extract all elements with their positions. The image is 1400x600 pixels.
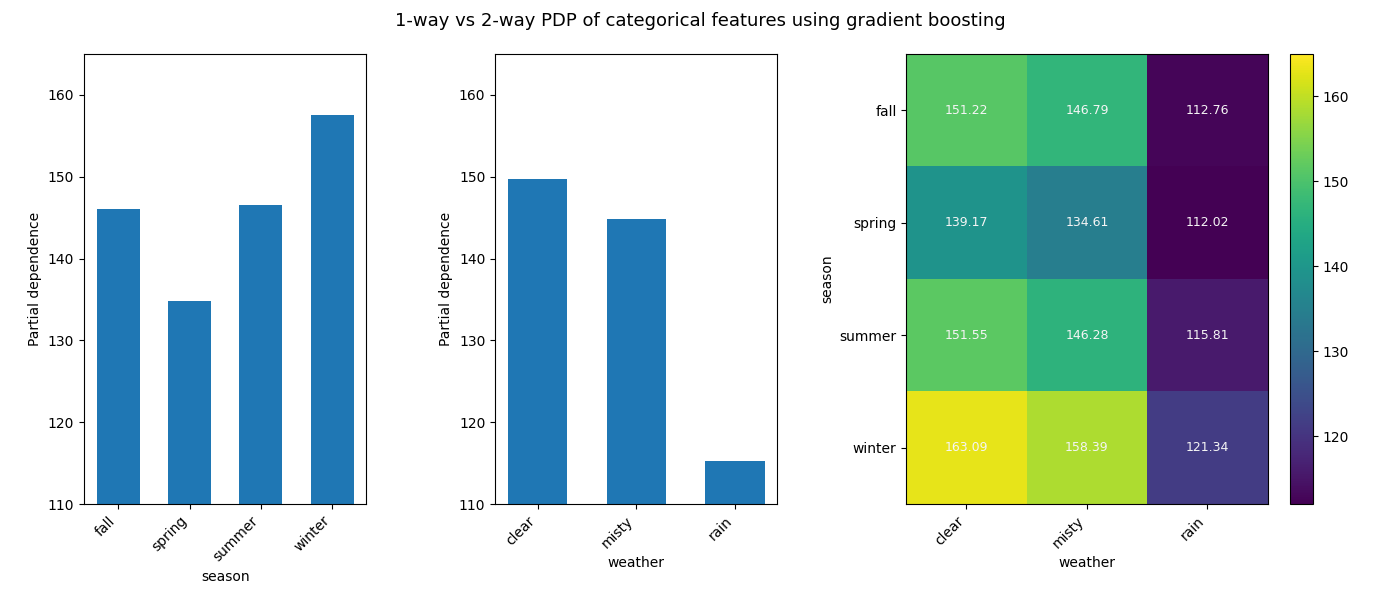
X-axis label: weather: weather [1058,556,1116,570]
Bar [508,179,567,600]
Text: 1-way vs 2-way PDP of categorical features using gradient boosting: 1-way vs 2-way PDP of categorical featur… [395,12,1005,30]
Bar [706,461,764,600]
Text: 151.22: 151.22 [945,104,988,117]
Text: 151.55: 151.55 [945,329,988,342]
Y-axis label: Partial dependence: Partial dependence [440,212,454,346]
Text: 112.76: 112.76 [1186,104,1229,117]
Bar [239,205,283,600]
Y-axis label: Partial dependence: Partial dependence [28,212,42,346]
Bar [168,301,211,600]
Text: 146.79: 146.79 [1065,104,1109,117]
Text: 121.34: 121.34 [1186,441,1229,454]
Bar [606,219,666,600]
Text: 139.17: 139.17 [945,216,988,229]
Text: 163.09: 163.09 [945,441,988,454]
Text: 146.28: 146.28 [1065,329,1109,342]
Text: 134.61: 134.61 [1065,216,1109,229]
X-axis label: season: season [200,569,249,584]
Bar [97,209,140,600]
Y-axis label: season: season [820,254,834,304]
Text: 112.02: 112.02 [1186,216,1229,229]
Text: 158.39: 158.39 [1065,441,1109,454]
X-axis label: weather: weather [608,556,665,570]
Text: 115.81: 115.81 [1186,329,1229,342]
Bar [311,115,354,600]
